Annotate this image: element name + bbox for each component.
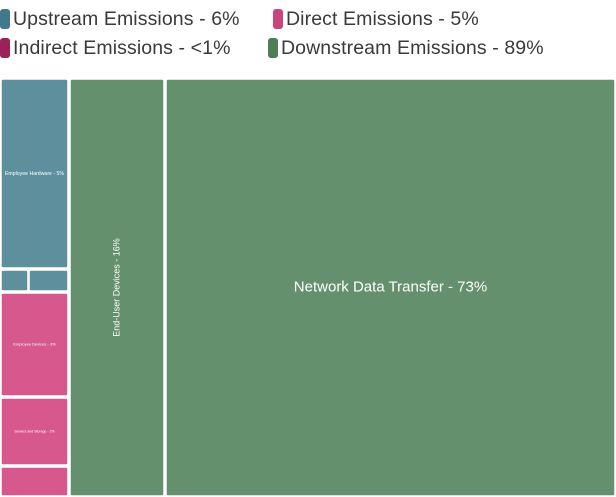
legend-item-upstream[interactable]: Upstream Emissions - 6% — [0, 6, 240, 32]
tile-servers-and-storage-label: Servers and Storage - 2% — [14, 429, 54, 433]
legend-swatch-upstream — [0, 9, 10, 29]
tile-employee-hardware-label: Employee Hardware - 5% — [5, 171, 64, 177]
legend-swatch-downstream — [268, 38, 278, 58]
legend-item-downstream[interactable]: Downstream Emissions - 89% — [268, 35, 544, 61]
legend-item-direct[interactable]: Direct Emissions - 5% — [273, 6, 479, 32]
legend-label-indirect: Indirect Emissions - <1% — [13, 36, 231, 59]
tile-employee-devices[interactable] — [0, 292, 69, 397]
legend-label-upstream: Upstream Emissions - 6% — [13, 7, 240, 30]
chart-legend: Upstream Emissions - 6% Direct Emissions… — [0, 0, 616, 76]
tile-indirect-small[interactable] — [0, 466, 69, 497]
legend-swatch-indirect — [0, 38, 10, 58]
legend-item-indirect[interactable]: Indirect Emissions - <1% — [0, 35, 231, 61]
tile-upstream-small-a[interactable] — [0, 269, 29, 292]
tile-servers-and-storage[interactable] — [0, 397, 69, 466]
legend-swatch-direct — [273, 9, 283, 29]
legend-label-direct: Direct Emissions - 5% — [286, 7, 479, 30]
tile-end-user-devices-label: End-User Devices - 16% — [111, 238, 121, 337]
tile-network-data-transfer[interactable] — [165, 78, 616, 497]
tile-network-data-transfer-label: Network Data Transfer - 73% — [294, 278, 487, 295]
tile-upstream-small-b[interactable] — [28, 269, 69, 292]
legend-label-downstream: Downstream Emissions - 89% — [281, 36, 544, 59]
tile-employee-hardware[interactable] — [0, 78, 69, 269]
tile-end-user-devices[interactable] — [69, 78, 165, 497]
tile-employee-devices-label: Employee Devices - 3% — [13, 342, 56, 347]
